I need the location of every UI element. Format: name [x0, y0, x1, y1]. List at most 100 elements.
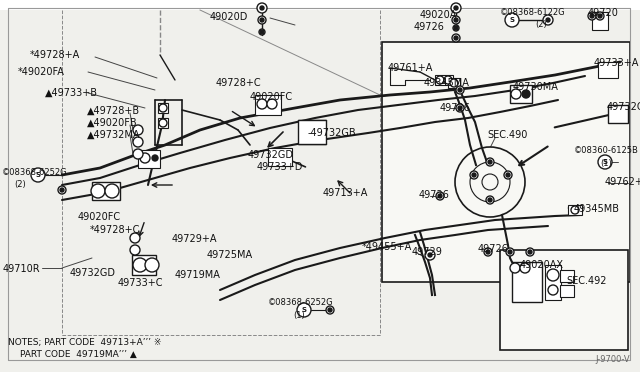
Text: 49710R: 49710R — [3, 264, 40, 274]
Text: ▲49728+B: ▲49728+B — [87, 106, 140, 116]
Text: 49729+A: 49729+A — [172, 234, 218, 244]
Text: 49733+A: 49733+A — [594, 58, 639, 68]
Circle shape — [159, 104, 167, 112]
Circle shape — [543, 15, 553, 25]
Circle shape — [425, 250, 435, 260]
Circle shape — [590, 14, 594, 18]
Circle shape — [486, 196, 494, 204]
Bar — [298, 120, 326, 144]
Text: 49020FC: 49020FC — [250, 92, 293, 102]
Text: *49728+A: *49728+A — [30, 50, 80, 60]
Circle shape — [260, 6, 264, 10]
Text: (1): (1) — [600, 159, 612, 168]
Circle shape — [428, 253, 432, 257]
Text: NOTES; PART CODE  49713+A’’’ ※: NOTES; PART CODE 49713+A’’’ ※ — [8, 338, 161, 347]
Circle shape — [598, 14, 602, 18]
Circle shape — [571, 206, 579, 214]
Circle shape — [452, 16, 460, 24]
Text: -49732GB: -49732GB — [308, 128, 356, 138]
Bar — [158, 103, 168, 113]
Circle shape — [596, 12, 604, 20]
Bar — [568, 205, 582, 215]
Circle shape — [451, 3, 461, 13]
Circle shape — [511, 89, 521, 99]
Circle shape — [504, 171, 512, 179]
Text: SEC.490: SEC.490 — [487, 130, 527, 140]
Circle shape — [60, 188, 64, 192]
Circle shape — [546, 18, 550, 22]
Text: *49455+A: *49455+A — [362, 242, 412, 252]
Text: 49728+C: 49728+C — [216, 78, 262, 88]
Circle shape — [326, 306, 334, 314]
Circle shape — [488, 198, 492, 202]
Circle shape — [454, 36, 458, 40]
Circle shape — [508, 250, 512, 254]
Bar — [132, 255, 156, 275]
Text: 49020A: 49020A — [420, 10, 458, 20]
Circle shape — [482, 174, 498, 190]
Text: S: S — [602, 159, 607, 165]
Text: 49719MA: 49719MA — [175, 270, 221, 280]
Circle shape — [547, 269, 559, 281]
Bar — [545, 265, 561, 300]
Circle shape — [454, 18, 458, 22]
Text: 49345MA: 49345MA — [424, 78, 470, 88]
Text: 49020AX: 49020AX — [520, 260, 564, 270]
Text: 49762+A: 49762+A — [605, 177, 640, 187]
Circle shape — [91, 184, 105, 198]
Circle shape — [140, 153, 150, 163]
Text: ▲49732MA: ▲49732MA — [87, 130, 141, 140]
Text: *49728+C: *49728+C — [90, 225, 140, 235]
Circle shape — [267, 99, 277, 109]
Text: 49713+A: 49713+A — [323, 188, 369, 198]
Text: 49020FC: 49020FC — [78, 212, 121, 222]
Circle shape — [438, 194, 442, 198]
Circle shape — [105, 184, 119, 198]
Circle shape — [453, 25, 459, 31]
Text: 49733+D: 49733+D — [257, 162, 303, 172]
Circle shape — [486, 250, 490, 254]
Bar — [255, 95, 281, 115]
Text: 49725MA: 49725MA — [207, 250, 253, 260]
Circle shape — [458, 106, 462, 110]
Bar — [382, 42, 630, 282]
Circle shape — [133, 258, 147, 272]
Bar — [608, 105, 628, 123]
Circle shape — [31, 168, 45, 182]
Circle shape — [454, 26, 458, 30]
Text: SEC.492: SEC.492 — [566, 276, 607, 286]
Circle shape — [328, 308, 332, 312]
Bar — [435, 75, 453, 85]
Bar — [268, 148, 292, 166]
Text: (2): (2) — [535, 20, 547, 29]
Bar — [512, 262, 542, 302]
Text: 49726: 49726 — [478, 244, 509, 254]
Circle shape — [526, 248, 534, 256]
Text: PART CODE  49719MA’’’ ▲: PART CODE 49719MA’’’ ▲ — [20, 350, 137, 359]
Bar — [0, 0, 640, 10]
Circle shape — [548, 285, 558, 295]
Circle shape — [133, 125, 143, 135]
Bar — [158, 118, 168, 128]
Circle shape — [505, 13, 519, 27]
Circle shape — [297, 303, 311, 317]
Text: 49732GD: 49732GD — [70, 268, 116, 278]
Text: ▲49020FB: ▲49020FB — [87, 118, 138, 128]
Circle shape — [510, 263, 520, 273]
Circle shape — [152, 155, 158, 161]
Text: ▲49733+B: ▲49733+B — [45, 88, 98, 98]
Text: ©08368-6122G: ©08368-6122G — [500, 8, 566, 17]
Text: 49726: 49726 — [414, 22, 445, 32]
Circle shape — [452, 34, 460, 42]
Circle shape — [456, 86, 464, 94]
Circle shape — [145, 258, 159, 272]
Bar — [560, 270, 574, 282]
Circle shape — [159, 119, 167, 127]
Text: ©08368-6252G: ©08368-6252G — [268, 298, 333, 307]
Bar — [138, 150, 160, 168]
Text: ©08368-6252G: ©08368-6252G — [2, 168, 68, 177]
Circle shape — [130, 245, 140, 255]
Text: 49733+C: 49733+C — [118, 278, 163, 288]
Text: S: S — [301, 307, 307, 313]
Text: J-9700-V: J-9700-V — [595, 355, 630, 364]
